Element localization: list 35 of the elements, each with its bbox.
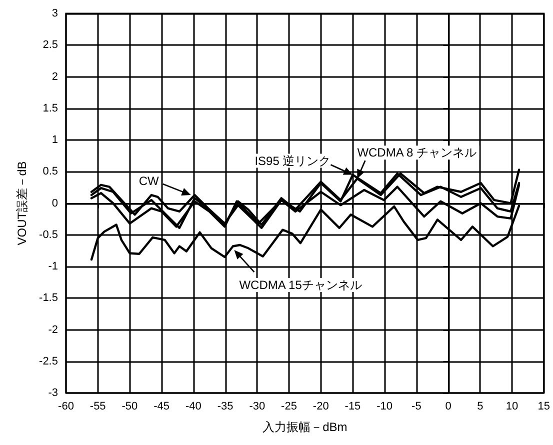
y-tick-label: 0.5 (42, 166, 58, 178)
x-tick-label: -45 (154, 400, 170, 412)
x-tick-label: -55 (90, 400, 106, 412)
x-tick-label: -40 (185, 400, 202, 412)
x-tick-label: -35 (217, 400, 234, 412)
annotation: IS95 逆リンク (254, 154, 331, 168)
x-tick-label: -20 (312, 400, 329, 412)
y-tick-label: -3 (48, 387, 58, 399)
y-tick-label: 3 (52, 8, 58, 20)
x-tick-label: -50 (122, 400, 138, 412)
x-tick-label: -25 (281, 400, 297, 412)
y-tick-label: 1.5 (42, 102, 58, 114)
x-tick-label: -5 (412, 400, 422, 412)
annotation: WCDMA 15チャンネル (239, 278, 362, 292)
x-tick-label: -60 (58, 400, 74, 412)
y-tick-label: 2.5 (42, 39, 58, 52)
x-tick-label: -30 (249, 400, 266, 412)
annotation: WCDMA 8 チャンネル (357, 146, 477, 160)
y-tick-label: 2 (52, 70, 58, 83)
x-tick-label: 0 (445, 400, 452, 412)
y-tick-label: -2 (48, 324, 58, 336)
x-tick-label: -10 (376, 400, 393, 412)
y-tick-label: -1 (48, 260, 58, 272)
x-tick-label: 10 (506, 400, 518, 412)
x-tick-label: 5 (477, 400, 484, 412)
x-axis-title: 入力振幅－dBm (262, 420, 348, 434)
x-tick-label: -15 (344, 400, 361, 412)
y-tick-label: -0.5 (39, 228, 58, 241)
y-tick-label: -2.5 (39, 355, 58, 368)
y-axis-title: VOUT誤差－dB (15, 161, 29, 246)
y-tick-label: -1.5 (39, 292, 58, 304)
y-tick-label: 1 (52, 134, 58, 146)
x-tick-label: 15 (538, 400, 550, 412)
annotation: CW (138, 174, 160, 188)
y-tick-label: 0 (52, 197, 58, 210)
